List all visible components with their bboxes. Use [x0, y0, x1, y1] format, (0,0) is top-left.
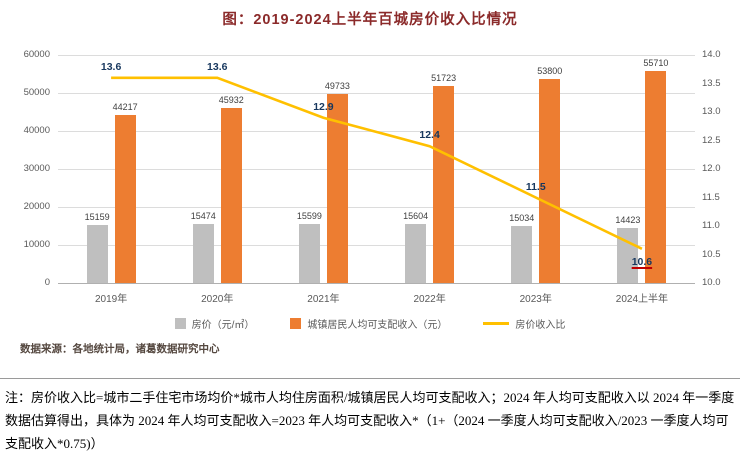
- house-price-bar: [298, 223, 320, 283]
- bar-value-label: 44217: [112, 101, 138, 112]
- y-axis-tick-left: 0: [44, 277, 50, 288]
- y-axis-tick-right: 13.0: [702, 106, 721, 117]
- category-label: 2024上半年: [615, 294, 669, 305]
- category-label: 2022年: [413, 294, 446, 305]
- y-axis-tick-left: 40000: [23, 125, 50, 136]
- bar-value-label: 49733: [324, 81, 350, 91]
- y-axis-tick-right: 14.0: [702, 49, 721, 60]
- y-axis-tick-right: 12.5: [702, 134, 721, 146]
- gridline: [58, 169, 695, 170]
- legend-line-swatch: [483, 322, 510, 325]
- income-bar: [433, 86, 455, 283]
- y-axis-tick-left: 60000: [23, 49, 50, 60]
- income-bar: [326, 94, 348, 283]
- category-label: 2021年: [307, 294, 340, 305]
- ratio-value-label: 10.6: [631, 255, 653, 268]
- y-axis-tick-right: 13.5: [702, 77, 721, 89]
- legend-item: 房价收入比: [483, 316, 565, 331]
- house-price-bar: [511, 225, 533, 283]
- legend-label: 房价收入比: [515, 320, 566, 331]
- gridline: [58, 245, 695, 246]
- footnote-text: 注：房价收入比=城市二手住宅市场均价*城市人均住房面积/城镇居民人均可支配收入；…: [5, 390, 735, 451]
- gridline: [58, 207, 695, 208]
- legend-square-swatch: [290, 318, 302, 329]
- gridline: [58, 283, 695, 284]
- ratio-value-label: 12.4: [419, 129, 440, 142]
- bar-value-label: 15159: [84, 212, 110, 223]
- gridline: [58, 55, 695, 56]
- income-bar: [114, 114, 136, 283]
- ratio-value-label: 13.6: [100, 60, 122, 73]
- y-axis-tick-right: 11.5: [702, 191, 720, 203]
- income-bar: [645, 71, 667, 283]
- category-label: 2019年: [94, 294, 128, 305]
- legend-square-swatch: [174, 318, 186, 329]
- gridline: [58, 131, 695, 132]
- bar-value-label: 55710: [643, 58, 669, 69]
- ratio-value-label: 12.9: [313, 100, 334, 113]
- house-price-bar: [405, 223, 427, 283]
- legend-label: 城镇居民人均可支配收入（元）: [307, 320, 448, 331]
- ratio-value-label: 13.6: [207, 60, 228, 73]
- chart-plot-area: 0 10000 20000 30000 40000 50000 60000 10.0 10.5 1…: [0, 40, 740, 312]
- y-axis-tick-right: 12.0: [702, 163, 721, 174]
- legend-label: 房价（元/㎡）: [191, 320, 255, 331]
- data-source-text: 数据来源：各地统计局，诸葛数据研究中心: [20, 343, 220, 355]
- chart-legend: 房价（元/㎡） 城镇居民人均可支配收入（元） 房价收入比: [0, 316, 740, 331]
- gridline: [58, 93, 695, 94]
- category-label: 2020年: [201, 294, 234, 305]
- y-axis-tick-left: 10000: [23, 239, 50, 250]
- legend-item: 城镇居民人均可支配收入（元）: [290, 316, 447, 331]
- category-label: 2023年: [519, 294, 552, 305]
- bar-value-label: 51723: [431, 73, 457, 84]
- chart-title: 图：2019-2024上半年百城房价收入比情况: [222, 12, 518, 28]
- bar-value-label: 45932: [218, 95, 244, 106]
- y-axis-tick-right: 10.0: [702, 277, 721, 288]
- section-divider: [0, 378, 740, 379]
- income-bar: [220, 108, 242, 283]
- y-axis-tick-right: 11.0: [702, 220, 720, 231]
- legend-item: 房价（元/㎡）: [174, 316, 255, 331]
- ratio-value-label: 11.5: [525, 180, 546, 193]
- y-axis-tick-right: 10.5: [702, 248, 721, 260]
- house-price-bar: [86, 225, 108, 283]
- price-income-ratio-line: [111, 76, 643, 250]
- y-axis-tick-left: 30000: [23, 163, 50, 174]
- house-price-bar: [192, 224, 214, 283]
- y-axis-tick-left: 50000: [23, 87, 50, 98]
- bar-value-label: 53800: [537, 65, 563, 76]
- y-axis-tick-left: 20000: [23, 201, 50, 212]
